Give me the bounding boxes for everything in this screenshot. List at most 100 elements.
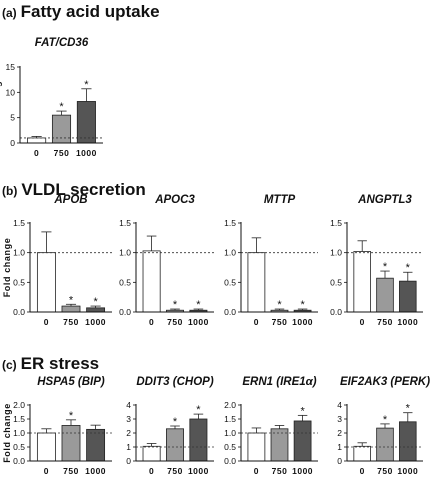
significance-star: *: [196, 299, 201, 311]
x-tick-label: 0: [254, 317, 259, 327]
chart-panel: MTTP 0 * 750 * 1000 0.0 0.5 1.0 1.5: [224, 194, 318, 327]
y-tick-label: 1.0: [13, 428, 25, 438]
significance-star: *: [300, 299, 305, 311]
y-tick-label: 2: [337, 428, 342, 438]
section-title-b: (b) VLDL secretion: [2, 180, 146, 200]
chart-title: ERN1 (IRE1α): [242, 376, 316, 388]
bar: [293, 420, 312, 462]
chart-title: APOB: [53, 194, 87, 206]
bar: [353, 251, 371, 313]
y-axis-label: Fold change: [2, 403, 12, 463]
x-tick-label: 1000: [292, 466, 313, 476]
x-tick-label: 1000: [188, 466, 209, 476]
chart-title: APOC3: [154, 194, 195, 206]
section-heading: VLDL secretion: [21, 180, 146, 199]
chart-title: FAT/CD36: [35, 37, 89, 49]
y-tick-label: 0.0: [13, 456, 25, 466]
significance-star: *: [406, 262, 411, 274]
bar: [247, 432, 266, 462]
y-tick-label: 0: [337, 456, 342, 466]
y-tick-label: 4: [337, 400, 342, 410]
section-letter: (a): [2, 6, 17, 20]
bar: [166, 428, 184, 462]
y-tick-label: 0.0: [13, 307, 25, 317]
y-tick-label: 1.0: [13, 248, 25, 258]
x-tick-label: 1000: [188, 317, 209, 327]
chart-title: ANGPTL3: [357, 194, 412, 206]
y-tick-label: 0.0: [224, 456, 236, 466]
significance-star: *: [93, 296, 98, 308]
x-tick-label: 750: [272, 317, 288, 327]
x-tick-label: 0: [34, 148, 39, 158]
significance-star: *: [69, 294, 74, 306]
y-tick-label: 0: [126, 456, 131, 466]
x-tick-label: 1000: [85, 317, 106, 327]
x-tick-label: 0: [44, 466, 49, 476]
bar: [86, 307, 106, 313]
bar: [399, 280, 417, 313]
y-tick-label: 4: [126, 400, 131, 410]
x-tick-label: 0: [360, 317, 365, 327]
y-tick-label: 0.0: [119, 307, 131, 317]
bar: [27, 137, 47, 144]
section-letter: (c): [2, 358, 17, 372]
y-axis-label: Fold change: [2, 238, 12, 298]
y-tick-label: 1.5: [13, 414, 25, 424]
y-tick-label: 1.0: [224, 428, 236, 438]
chart-panel: ANGPTL3 0 * 750 * 1000 0.0 0.5 1.0 1.5: [330, 194, 423, 327]
y-tick-label: 1.5: [224, 218, 236, 228]
x-tick-label: 0: [149, 317, 154, 327]
x-tick-label: 750: [377, 317, 393, 327]
chart-panel: FAT/CD36 0 * 750 * 1000 0 5 10 15 Fold change: [0, 37, 103, 158]
y-tick-label: 2.0: [13, 400, 25, 410]
bar: [86, 428, 106, 462]
y-tick-label: 1: [126, 442, 131, 452]
y-tick-label: 0.5: [224, 277, 236, 287]
significance-star: *: [59, 101, 64, 113]
x-tick-label: 750: [272, 466, 288, 476]
bar: [189, 418, 208, 462]
x-tick-label: 750: [63, 466, 79, 476]
x-tick-label: 750: [54, 148, 70, 158]
x-tick-label: 750: [63, 317, 79, 327]
y-tick-label: 1.5: [224, 414, 236, 424]
y-tick-label: 1.0: [224, 248, 236, 258]
y-tick-label: 15: [6, 62, 16, 72]
x-tick-label: 750: [377, 466, 393, 476]
significance-star: *: [173, 416, 178, 428]
bar: [353, 445, 371, 462]
bar: [61, 425, 81, 462]
section-title-c: (c) ER stress: [2, 354, 99, 374]
bar: [76, 101, 96, 144]
section-heading: Fatty acid uptake: [20, 2, 160, 21]
bar: [376, 427, 394, 462]
significance-star: *: [383, 261, 388, 273]
y-tick-label: 0: [10, 138, 15, 148]
y-tick-label: 1.5: [330, 218, 342, 228]
y-tick-label: 0.5: [13, 442, 25, 452]
significance-star: *: [406, 403, 411, 415]
y-tick-label: 5: [10, 113, 15, 123]
x-tick-label: 1000: [76, 148, 97, 158]
bar: [142, 250, 161, 313]
bar: [142, 445, 161, 462]
chart-panel: HSPA5 (BIP) 0 * 750 1000 0.0 0.5 1.0 1.5 2.0Fold …: [2, 376, 112, 476]
y-tick-label: 0.0: [224, 307, 236, 317]
x-tick-label: 1000: [397, 317, 418, 327]
significance-star: *: [69, 410, 74, 422]
bar: [270, 428, 289, 462]
chart-title: HSPA5 (BIP): [37, 376, 105, 388]
x-tick-label: 0: [360, 466, 365, 476]
significance-star: *: [277, 299, 282, 311]
bar: [36, 252, 56, 313]
bar: [36, 432, 56, 462]
y-tick-label: 0.5: [330, 277, 342, 287]
y-tick-label: 1.5: [119, 218, 131, 228]
chart-title: DDIT3 (CHOP): [136, 376, 213, 388]
significance-star: *: [300, 405, 305, 417]
y-tick-label: 0.5: [224, 442, 236, 452]
x-tick-label: 750: [167, 317, 183, 327]
y-tick-label: 0.5: [13, 277, 25, 287]
